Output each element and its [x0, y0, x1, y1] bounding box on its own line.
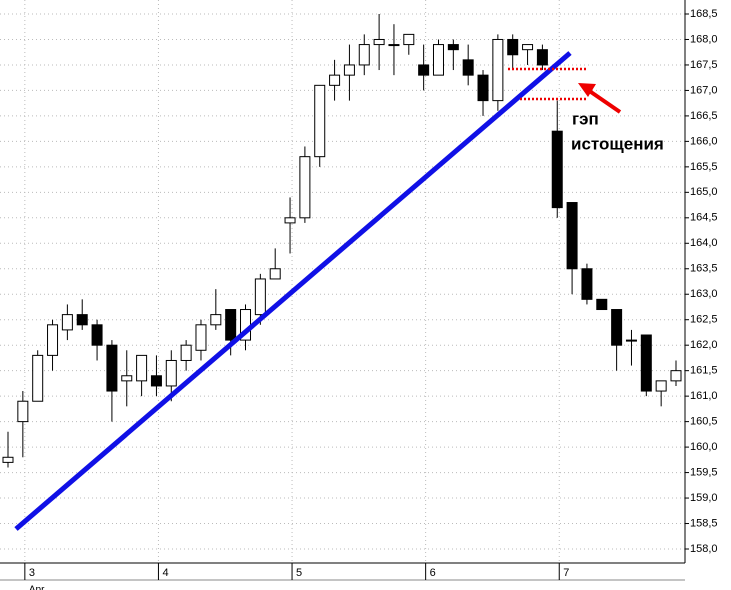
candle-body — [91, 324, 103, 346]
candle-body — [477, 74, 489, 102]
candle-body — [358, 44, 370, 66]
candle-body — [492, 38, 504, 102]
candle-body — [507, 38, 519, 56]
candle-body — [596, 298, 608, 311]
candle-body — [47, 324, 59, 356]
y-tick-label: 165,5 — [690, 161, 718, 173]
candle-body — [32, 354, 44, 402]
candle-body — [136, 354, 148, 382]
candle-body — [106, 344, 118, 392]
y-tick-label: 168,0 — [690, 33, 718, 45]
candle-body — [522, 44, 534, 51]
plot-area — [0, 0, 685, 563]
candle-body — [670, 370, 682, 382]
candle-body — [284, 217, 296, 224]
candle-body — [611, 309, 623, 346]
candles — [2, 14, 682, 468]
annotation: истощения — [571, 134, 664, 153]
candle-body — [165, 359, 177, 387]
candle-body — [581, 268, 593, 300]
candle-body — [2, 456, 14, 463]
y-tick-label: 167,5 — [690, 59, 718, 71]
x-sublabel: Apr — [29, 585, 45, 590]
arrow-head — [578, 83, 596, 97]
annotation: гэп — [572, 109, 599, 128]
x-tick-label: 6 — [430, 567, 436, 579]
y-tick-label: 160,5 — [690, 416, 718, 428]
y-tick-label: 161,0 — [690, 390, 718, 402]
candle-body — [432, 44, 444, 76]
y-tick-label: 168,5 — [690, 8, 718, 20]
candle-body — [121, 375, 133, 382]
candle-body — [195, 324, 207, 351]
y-tick-label: 164,5 — [690, 212, 718, 224]
candle-body — [373, 38, 385, 46]
candle-body — [61, 314, 73, 331]
trend-line — [14, 51, 572, 531]
x-tick-label: 7 — [563, 567, 569, 579]
candle-body — [462, 59, 474, 76]
y-tick-label: 159,5 — [690, 466, 718, 478]
y-tick-label: 161,5 — [690, 365, 718, 377]
candle-body — [269, 268, 281, 280]
candle-body — [150, 375, 162, 387]
y-tick-label: 163,0 — [690, 288, 718, 300]
y-tick-label: 166,5 — [690, 110, 718, 122]
y-tick-label: 162,5 — [690, 314, 718, 326]
candle-body — [17, 400, 29, 423]
y-tick-label: 158,5 — [690, 517, 718, 529]
y-tick-label: 166,0 — [690, 135, 718, 147]
candle-body — [566, 202, 578, 270]
y-tick-label: 167,0 — [690, 84, 718, 96]
x-tick-label: 5 — [296, 567, 302, 579]
candle-body — [403, 33, 415, 46]
candle-body — [76, 314, 88, 326]
candle-body — [329, 74, 341, 86]
y-tick-label: 165,0 — [690, 186, 718, 198]
candle-body — [343, 64, 355, 76]
candle-body — [299, 156, 311, 219]
candle-body — [314, 84, 326, 158]
candle-body — [625, 339, 637, 342]
candle-body — [210, 314, 222, 326]
candle-body — [388, 44, 400, 47]
arrow — [586, 88, 622, 114]
y-tick-label: 163,5 — [690, 263, 718, 275]
candle-body — [551, 130, 563, 209]
candle-body — [640, 334, 652, 392]
x-tick-label: 4 — [162, 567, 168, 579]
y-tick-label: 158,0 — [690, 543, 718, 555]
y-tick-label: 164,0 — [690, 237, 718, 249]
candle-body — [418, 64, 430, 76]
x-tick-label: 3 — [29, 567, 35, 579]
candle-body — [225, 309, 237, 341]
y-tick-label: 160,0 — [690, 441, 718, 453]
y-tick-label: 159,0 — [690, 492, 718, 504]
y-tick-label: 162,0 — [690, 339, 718, 351]
candle-body — [655, 380, 667, 392]
candle-body — [180, 344, 192, 361]
candle-body — [447, 44, 459, 51]
candle-body — [254, 278, 266, 316]
candle-body — [536, 49, 548, 66]
